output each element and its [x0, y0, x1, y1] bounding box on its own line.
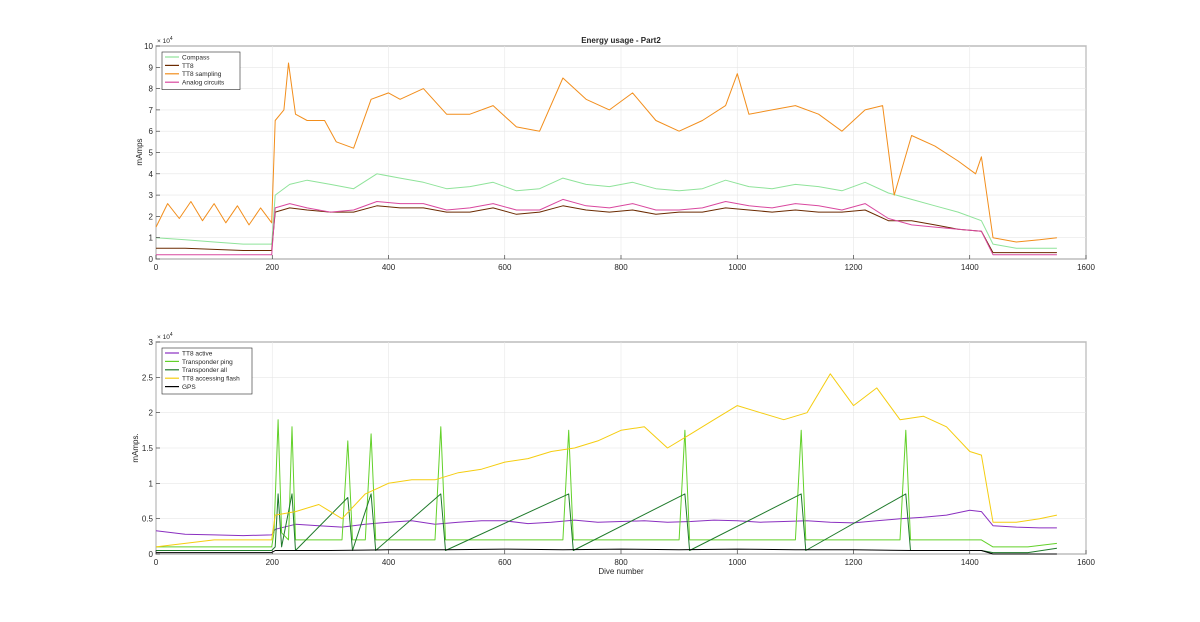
y-tick-label: 5 [149, 149, 154, 158]
y-axis-label-top: mAmps [135, 138, 144, 165]
series-line-tt8-sampling [155, 62, 1057, 243]
y-tick-label: 4 [149, 170, 154, 179]
legend-entry: TT8 [182, 63, 194, 70]
x-tick-label: 600 [498, 558, 512, 567]
y-tick-label: 6 [149, 127, 154, 136]
x-tick-label: 1000 [728, 263, 746, 272]
series-line-tt8-active [155, 509, 1057, 537]
series-line-compass [155, 173, 1057, 249]
legend-box [161, 51, 241, 90]
chart-title-top: Energy usage - Part2 [581, 36, 661, 45]
y-ticks-bottom: 0 0.5 1 1.5 2 2.5 3 [142, 338, 160, 559]
x-tick-label: 1400 [961, 263, 979, 272]
y-tick-label: 9 [149, 63, 154, 72]
series-lines-top [155, 62, 1057, 256]
y-tick-label: 1 [149, 479, 154, 488]
series-line-tt8-accessing-flash [155, 373, 1058, 548]
x-tick-label: 400 [382, 263, 396, 272]
x-tick-label: 200 [266, 558, 280, 567]
series-line-tt8 [156, 205, 1057, 254]
x-tick-label: 1600 [1077, 263, 1095, 272]
x-tick-label: 0 [154, 558, 159, 567]
x-tick-label: 1400 [961, 558, 979, 567]
legend-entry: TT8 active [182, 350, 213, 357]
y-tick-label: 1 [149, 234, 154, 243]
legend-entry: Analog circuits [182, 80, 225, 87]
x-ticks-top: 0 200 400 600 800 1000 1200 1400 1600 [154, 255, 1095, 272]
y-tick-label: 1.5 [142, 444, 154, 453]
y-tick-label: 2 [149, 212, 154, 221]
y-tick-label: 2.5 [142, 373, 154, 382]
x-tick-label: 800 [614, 263, 628, 272]
x-axis-label-bottom: Dive number [598, 567, 644, 576]
x-tick-label: 0 [154, 263, 159, 272]
x-tick-label: 200 [266, 263, 280, 272]
legend-entry: Compass [182, 54, 210, 61]
y-tick-label: 8 [149, 85, 154, 94]
legend-entry: TT8 sampling [182, 71, 222, 78]
y-tick-label: 3 [149, 191, 154, 200]
legend-entry: GPS [182, 384, 196, 391]
x-tick-label: 1200 [845, 558, 863, 567]
y-tick-label: 7 [149, 106, 154, 115]
legend-entry: TT8 accessing flash [182, 376, 240, 383]
y-tick-label: 0 [149, 550, 154, 559]
x-tick-label: 800 [614, 558, 628, 567]
y-tick-label: 3 [149, 338, 154, 347]
y-exponent-bottom: × 104 [157, 332, 173, 341]
x-tick-label: 400 [382, 558, 396, 567]
y-tick-label: 0.5 [142, 515, 154, 524]
y-ticks-top: 0 1 2 3 4 5 6 7 8 9 10 [144, 42, 160, 264]
chart-top: 0 200 400 600 800 1000 1200 1400 1600 0 1 2 3 4 5 6 7 8 9… [135, 36, 1095, 272]
y-exponent-top: × 104 [157, 36, 173, 45]
series-line-gps [156, 548, 1057, 555]
y-tick-label: 10 [144, 42, 153, 51]
x-tick-label: 1200 [845, 263, 863, 272]
chart-bottom: 0 200 400 600 800 1000 1200 1400 1600 0 0.5 1 1.5 2 2… [131, 332, 1095, 576]
x-tick-label: 1000 [728, 558, 746, 567]
series-line-transponder-ping [156, 419, 1057, 548]
y-tick-label: 0 [149, 255, 154, 264]
y-axis-label-bottom: mAmps. [131, 433, 140, 462]
legend-entry: Transponder ping [182, 359, 233, 366]
x-ticks-bottom: 0 200 400 600 800 1000 1200 1400 1600 [154, 550, 1095, 567]
series-line-analog-circuits [156, 198, 1057, 256]
y-tick-label: 2 [149, 409, 154, 418]
x-tick-label: 600 [498, 263, 512, 272]
series-lines-bottom [155, 373, 1058, 555]
x-tick-label: 1600 [1077, 558, 1095, 567]
legend-entry: Transponder all [182, 367, 227, 374]
